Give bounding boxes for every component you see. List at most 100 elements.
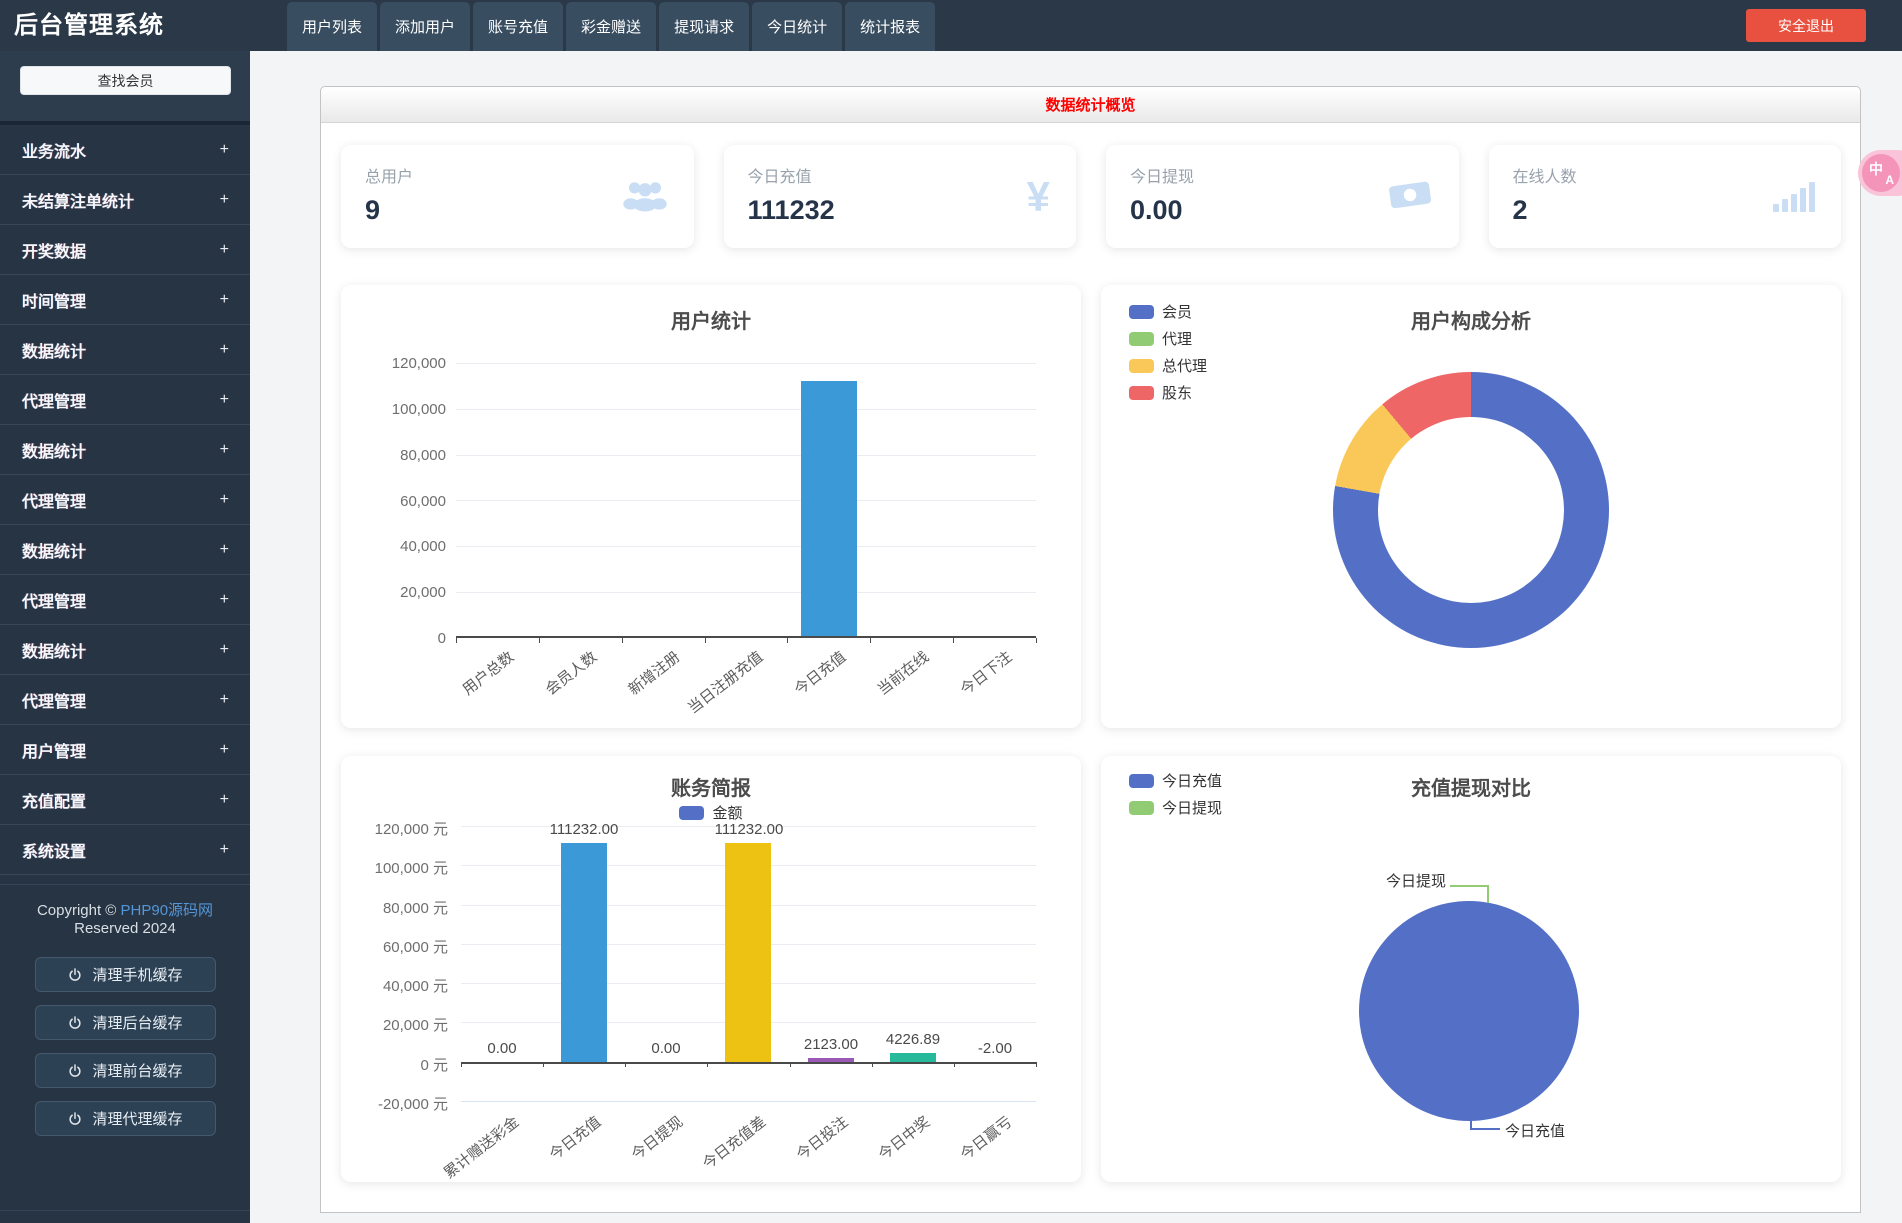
plus-icon: +	[219, 340, 229, 358]
bars	[456, 363, 1036, 636]
clear-backend-cache-button[interactable]: 清理后台缓存	[34, 1005, 216, 1040]
sidebar-item-time-management[interactable]: 时间管理 +	[0, 275, 250, 325]
cache-button-label: 清理前台缓存	[92, 1063, 183, 1080]
sidebar-item-label: 代理管理	[22, 693, 87, 711]
sidebar-item-label: 数据统计	[22, 643, 87, 661]
clear-agent-cache-button[interactable]: 清理代理缓存	[34, 1101, 216, 1136]
sidebar-item-label: 开奖数据	[22, 243, 87, 261]
sidebar-item-data-stats-4[interactable]: 数据统计 +	[0, 625, 250, 675]
bar-value-label: 111232.00	[714, 821, 784, 839]
panel-header: 数据统计概览	[321, 87, 1860, 123]
user-stats-chart: 用户统计 120,000 100,000 80,000 60,000 40,00…	[341, 285, 1081, 728]
bar-today-recharge	[800, 381, 857, 636]
stat-value: 2	[1512, 195, 1528, 225]
sidebar-item-data-stats-2[interactable]: 数据统计 +	[0, 425, 250, 475]
power-icon	[69, 1015, 82, 1029]
sidebar-item-data-stats-3[interactable]: 数据统计 +	[0, 525, 250, 575]
y-tick: 60,000 元	[382, 939, 448, 956]
translate-button[interactable]: 中 A	[1858, 150, 1902, 196]
legend-item-agent[interactable]: 代理	[1129, 328, 1207, 349]
chart-title: 用户构成分析	[1411, 311, 1531, 333]
donut-chart	[1333, 372, 1609, 648]
y-tick: -20,000 元	[377, 1096, 448, 1113]
sidebar-item-agent-management-3[interactable]: 代理管理 +	[0, 575, 250, 625]
legend-item-amount[interactable]: 金额	[679, 802, 743, 823]
find-member-button[interactable]: 查找会员	[20, 66, 231, 95]
sidebar-item-recharge-config[interactable]: 充值配置 +	[0, 775, 250, 825]
bar-today-recharge	[561, 843, 608, 1062]
sidebar-item-data-stats-1[interactable]: 数据统计 +	[0, 325, 250, 375]
nav-item-user-list[interactable]: 用户列表	[287, 2, 378, 51]
plus-icon: +	[219, 590, 229, 608]
copyright-text: Copyright ©	[36, 902, 117, 919]
user-composition-chart: 用户构成分析 会员 代理 总代理 股东	[1101, 285, 1841, 728]
x-label: 用户总数	[459, 648, 518, 699]
sidebar-item-label: 代理管理	[22, 593, 87, 611]
callout-line	[1470, 1108, 1472, 1129]
stat-label: 总用户	[365, 169, 414, 186]
legend-item-today-withdraw[interactable]: 今日提现	[1129, 797, 1222, 818]
legend: 金额	[341, 802, 1081, 823]
top-navbar: 后台管理系统 用户列表 添加用户 账号充值 彩金赠送 提现请求 今日统计 统计报…	[0, 0, 1902, 51]
legend-label: 股东	[1162, 385, 1193, 402]
cache-buttons: 清理手机缓存 清理后台缓存 清理前台缓存 清理代理缓存	[0, 957, 250, 1149]
sidebar-item-label: 数据统计	[22, 543, 87, 561]
pie-chart	[1359, 901, 1579, 1121]
translate-glyph-zh: 中	[1869, 161, 1883, 177]
legend-swatch	[1129, 800, 1154, 815]
plus-icon: +	[219, 290, 229, 308]
nav-item-add-user[interactable]: 添加用户	[380, 2, 471, 51]
stats-row: 总用户 9 今日充值 111232 ¥ 今日提现 0.00 在线人数 2	[341, 145, 1841, 248]
legend-label: 总代理	[1162, 358, 1208, 375]
sidebar-item-business-flow[interactable]: 业务流水 +	[0, 125, 250, 175]
users-icon	[622, 177, 668, 216]
translate-glyph-en: A	[1885, 173, 1894, 187]
app-title: 后台管理系统	[14, 12, 164, 39]
bar-recharge-diff	[725, 843, 772, 1062]
clear-frontend-cache-button[interactable]: 清理前台缓存	[34, 1053, 216, 1088]
sidebar-item-lottery-data[interactable]: 开奖数据 +	[0, 225, 250, 275]
legend-item-member[interactable]: 会员	[1129, 301, 1207, 322]
sidebar-item-user-management[interactable]: 用户管理 +	[0, 725, 250, 775]
bar-today-bets	[807, 1057, 854, 1062]
bars	[461, 826, 1036, 1101]
sidebar-item-system-settings[interactable]: 系统设置 +	[0, 825, 250, 875]
sidebar: 查找会员 业务流水 + 未结算注单统计 + 开奖数据 + 时间管理 + 数据统计 + 代理…	[0, 51, 250, 1223]
legend-swatch	[1129, 385, 1154, 400]
sidebar-item-label: 数据统计	[22, 343, 87, 361]
legend-label: 今日提现	[1162, 800, 1223, 817]
stat-value: 9	[365, 195, 381, 225]
legend-item-today-recharge[interactable]: 今日充值	[1129, 770, 1222, 791]
nav-item-account-recharge[interactable]: 账号充值	[473, 2, 564, 51]
safe-logout-button[interactable]: 安全退出	[1746, 9, 1866, 42]
sidebar-item-agent-management-4[interactable]: 代理管理 +	[0, 675, 250, 725]
x-label: 当前在线	[874, 648, 933, 699]
legend: 今日充值 今日提现	[1129, 770, 1222, 818]
bar-value-label: 2123.00	[803, 1035, 859, 1053]
sidebar-item-label: 业务流水	[22, 143, 87, 161]
nav-item-today-stats[interactable]: 今日统计	[752, 2, 843, 51]
stat-value: 111232	[747, 195, 835, 225]
legend-item-general-agent[interactable]: 总代理	[1129, 355, 1207, 376]
legend-item-shareholder[interactable]: 股东	[1129, 382, 1207, 403]
plus-icon: +	[219, 440, 229, 458]
finance-brief-chart: 账务简报 金额 120,000 元 100,000 元 80,000 元	[341, 756, 1081, 1182]
callout-line	[1470, 1128, 1500, 1130]
nav-item-withdraw-request[interactable]: 提现请求	[659, 2, 750, 51]
sidebar-item-agent-management-2[interactable]: 代理管理 +	[0, 475, 250, 525]
clear-mobile-cache-button[interactable]: 清理手机缓存	[34, 957, 216, 992]
sidebar-item-label: 数据统计	[22, 443, 87, 461]
nav-item-bonus-gift[interactable]: 彩金赠送	[566, 2, 657, 51]
sidebar-item-label: 未结算注单统计	[22, 193, 135, 211]
plus-icon: +	[219, 140, 229, 158]
x-label: 新增注册	[625, 648, 684, 699]
sidebar-item-label: 时间管理	[22, 293, 87, 311]
nav-item-stats-report[interactable]: 统计报表	[845, 2, 936, 51]
plus-icon: +	[219, 740, 229, 758]
sidebar-item-unsettled-bets[interactable]: 未结算注单统计 +	[0, 175, 250, 225]
copyright-link[interactable]: PHP90源码网	[120, 902, 214, 919]
sidebar-item-agent-management-1[interactable]: 代理管理 +	[0, 375, 250, 425]
cache-button-label: 清理后台缓存	[92, 1015, 183, 1032]
plus-icon: +	[219, 390, 229, 408]
chart-title: 账务简报	[671, 778, 751, 800]
